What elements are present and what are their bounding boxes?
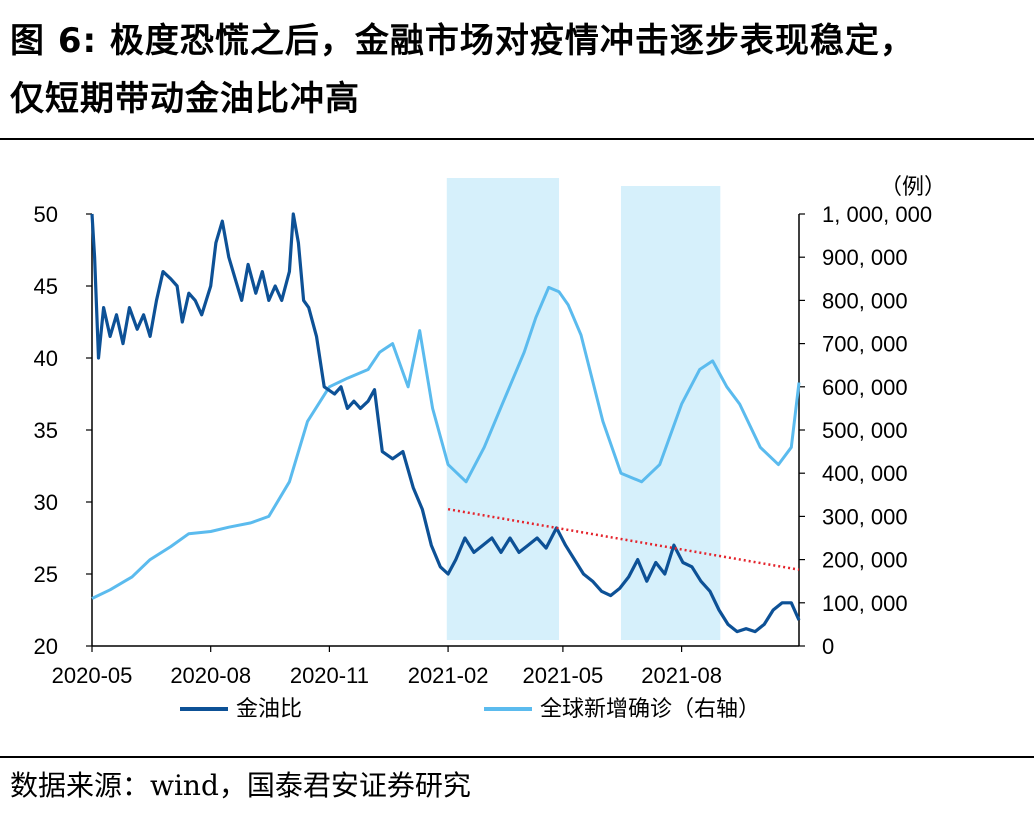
right-tick-label: 900, 000 [822, 245, 908, 270]
series-line-cases [91, 285, 801, 600]
source-note: 数据来源：wind，国泰君安证券研究 [10, 769, 471, 802]
trend-line-group [447, 507, 800, 571]
left-tick-label: 25 [34, 562, 58, 587]
legend-label-cases: 全球新增确诊（右轴） [540, 697, 760, 722]
x-tick-label: 2021-05 [523, 663, 604, 688]
title-line-1: 图 6: 极度恐慌之后，金融市场对疫情冲击逐步表现稳定， [10, 21, 915, 61]
right-axis-unit: （例） [880, 174, 946, 199]
left-tick-label: 20 [34, 634, 58, 659]
right-tick-label: 100, 000 [822, 591, 908, 616]
left-tick-label: 35 [34, 418, 58, 443]
series-line-gold-oil [90, 212, 801, 634]
right-tick-label: 600, 000 [822, 375, 908, 400]
left-tick-label: 30 [34, 490, 58, 515]
left-tick-label: 45 [34, 274, 58, 299]
x-tick-label: 2020-08 [170, 663, 251, 688]
series-lines [90, 212, 801, 634]
right-tick-label: 500, 000 [822, 418, 908, 443]
left-tick-label: 50 [34, 202, 58, 227]
x-tick-label: 2020-05 [52, 663, 133, 688]
right-tick-label: 1, 000, 000 [822, 202, 932, 227]
title-line-2: 仅短期带动金油比冲高 [10, 79, 360, 119]
right-tick-label: 700, 000 [822, 332, 908, 357]
tick-labels: 50 45 40 35 30 25 20 1, 000, 000 900, 000 800, 00… [34, 174, 947, 688]
right-tick-label: 800, 000 [822, 288, 908, 313]
right-tick-label: 0 [822, 634, 834, 659]
title-rule [0, 138, 1034, 140]
legend-label-gold-oil: 金油比 [236, 697, 302, 722]
highlight-band-2 [620, 186, 721, 640]
footer-rule [0, 756, 1034, 758]
x-tick-label: 2021-08 [641, 663, 722, 688]
x-tick-label: 2020-11 [290, 663, 369, 688]
highlight-bands [446, 178, 721, 640]
left-tick-label: 40 [34, 346, 58, 371]
trend-line [447, 507, 800, 571]
right-tick-label: 400, 000 [822, 461, 908, 486]
highlight-band-1 [446, 178, 560, 640]
axes [86, 213, 805, 652]
right-tick-label: 200, 000 [822, 548, 908, 573]
figure-title: 图 6: 极度恐慌之后，金融市场对疫情冲击逐步表现稳定， 仅短期带动金油比冲高 [10, 12, 1020, 128]
right-tick-label: 300, 000 [822, 504, 908, 529]
chart: 50 45 40 35 30 25 20 1, 000, 000 900, 000 800, 00… [34, 174, 947, 722]
x-tick-label: 2021-02 [408, 663, 489, 688]
legend: 金油比 全球新增确诊（右轴） [180, 697, 760, 722]
